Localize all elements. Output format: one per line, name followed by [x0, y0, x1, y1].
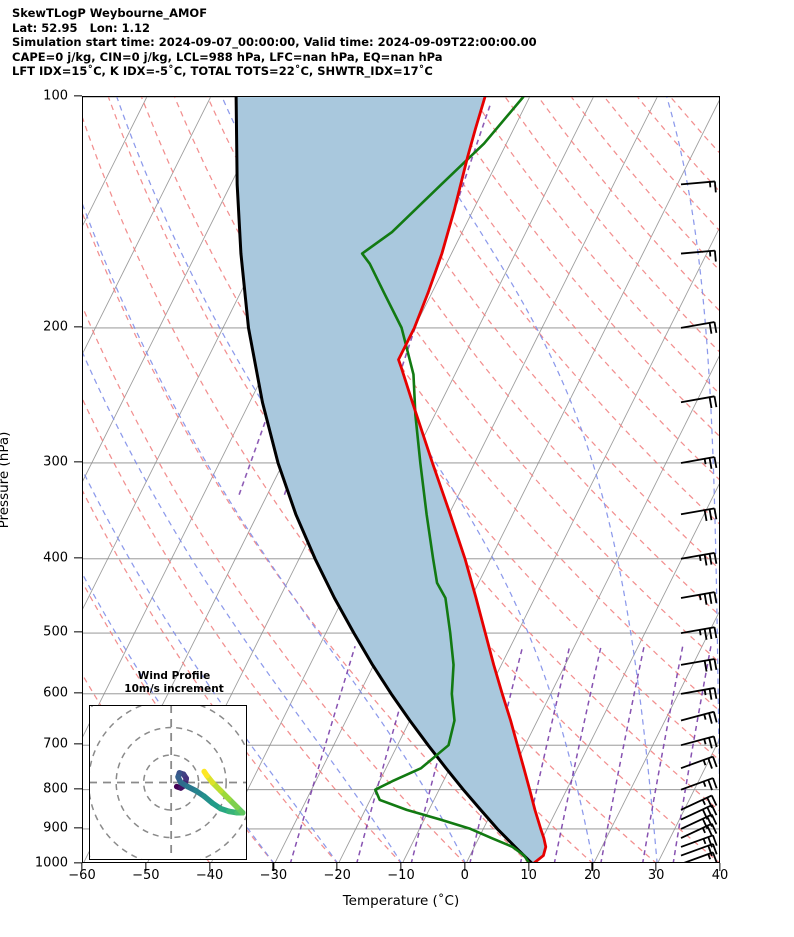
x-axis-tickmark-30 [655, 863, 657, 871]
y-axis-tick-600: 600 [43, 685, 68, 701]
x-axis-tickmark--30 [272, 863, 275, 871]
hodograph-inset [89, 705, 247, 860]
y-axis-tickmark-400 [74, 557, 82, 559]
header-title: SkewTLogP Weybourne_AMOF [12, 6, 208, 20]
y-axis-tick-700: 700 [43, 736, 68, 752]
x-axis-tick-30: 30 [647, 868, 665, 883]
figure-header: SkewTLogP Weybourne_AMOF Lat: 52.95 Lon:… [12, 6, 782, 79]
y-axis-tick-500: 500 [43, 624, 68, 640]
x-axis-tick-20: 20 [584, 868, 601, 883]
wind-profile-title-line1: Wind Profile [137, 670, 211, 682]
y-axis-label: Pressure (hPa) [0, 431, 12, 529]
x-axis-label: Temperature (˚C) [342, 893, 460, 909]
x-axis-tickmark-20 [591, 863, 594, 871]
y-axis-tickmark-200 [74, 326, 82, 328]
x-axis-tickmark--20 [336, 863, 338, 871]
wind-profile-title-line2: 10m/s increment [124, 683, 224, 695]
skewt-plot-area [82, 96, 720, 863]
y-axis-tickmark-300 [74, 461, 82, 463]
hodograph-canvas [90, 706, 246, 859]
header-indices-line: LFT IDX=15˚C, K IDX=-5˚C, TOTAL TOTS=22˚… [12, 64, 433, 79]
y-axis-tickmark-100 [74, 95, 82, 97]
x-axis-tickmark-0 [464, 863, 466, 871]
x-axis-tickmark-40 [719, 863, 721, 871]
y-axis-tick-300: 300 [43, 454, 68, 470]
x-axis-tick--40: −40 [195, 868, 224, 883]
x-axis-tick--60: −60 [68, 868, 96, 883]
y-axis-tick-1000: 1000 [34, 855, 68, 871]
x-axis-tickmark-10 [527, 863, 530, 871]
skewt-canvas [83, 97, 719, 862]
x-axis-tick-10: 10 [520, 868, 537, 883]
y-axis-tick-800: 800 [43, 781, 68, 797]
y-axis-tickmark-1000 [74, 862, 82, 864]
x-axis-tick--10: −10 [387, 868, 415, 883]
x-axis-tick--50: −50 [132, 868, 160, 883]
header-times: Simulation start time: 2024-09-07_00:00:… [12, 35, 537, 50]
x-axis-tick-0: 0 [460, 868, 469, 883]
header-cape-line: CAPE=0 j/kg, CIN=0 j/kg, LCL=988 hPa, LF… [12, 49, 443, 64]
y-axis-tickmark-900 [74, 827, 82, 829]
y-axis-tickmark-700 [74, 743, 82, 745]
x-axis-tickmark--10 [400, 863, 402, 871]
x-axis-tick-40: 40 [711, 868, 729, 883]
y-axis-tickmark-800 [74, 788, 82, 790]
x-axis-tick--30: −30 [259, 868, 288, 883]
x-axis-tick--20: −20 [323, 868, 351, 883]
wind-profile-title: Wind Profile 10m/s increment [89, 670, 259, 696]
y-axis-tick-100: 100 [43, 88, 68, 104]
x-axis-tickmark--60 [81, 863, 83, 871]
y-axis-tick-400: 400 [43, 550, 68, 566]
x-axis-tickmark--50 [145, 863, 147, 871]
y-axis-tickmark-500 [74, 631, 82, 633]
x-axis-tickmark--40 [208, 863, 211, 871]
header-latlon: Lat: 52.95 Lon: 1.12 [12, 20, 150, 35]
y-axis-tick-200: 200 [43, 319, 68, 335]
y-axis-tickmark-600 [74, 692, 82, 694]
y-axis-tick-900: 900 [43, 820, 68, 836]
